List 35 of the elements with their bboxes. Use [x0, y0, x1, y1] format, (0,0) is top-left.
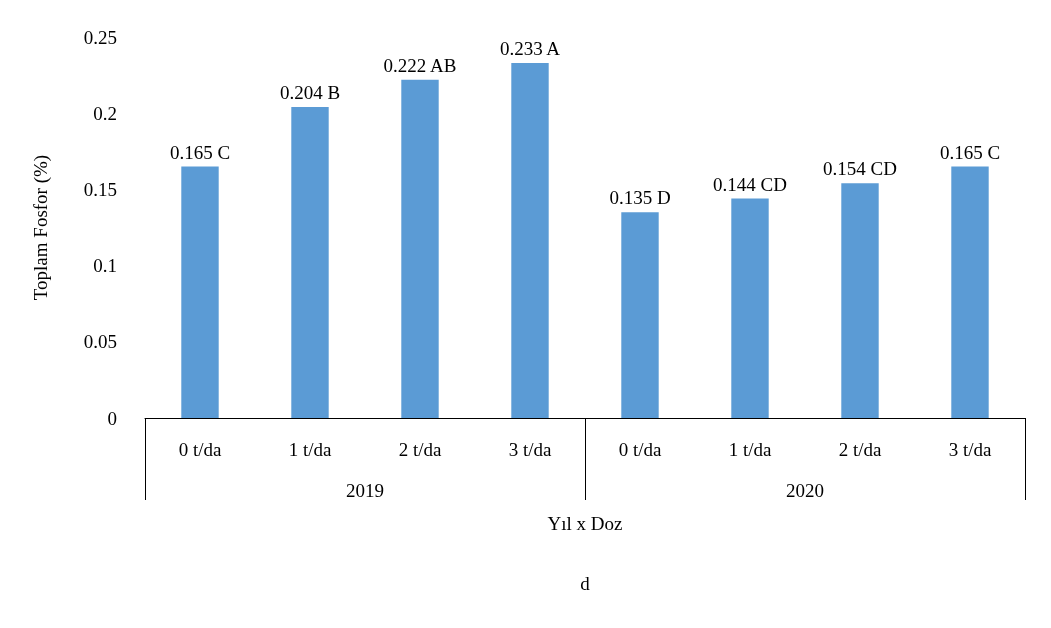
- bar: [181, 166, 219, 418]
- y-tick-label: 0.25: [83, 26, 117, 48]
- data-label: 0.233 A: [499, 37, 561, 59]
- data-label: 0.165 C: [169, 141, 231, 163]
- x-tick-label: 1 t/da: [288, 439, 332, 460]
- y-tick-label: 0.05: [83, 331, 117, 353]
- data-label: 0.154 CD: [823, 158, 897, 180]
- text: 2020: [785, 480, 825, 502]
- x-tick-label: 0 t/da: [178, 439, 222, 460]
- x-tick-label: 0 t/da: [618, 439, 662, 460]
- bar: [731, 198, 769, 418]
- y-axis-title: Toplam Fosfor (%): [30, 154, 52, 301]
- data-label: 0.135 D: [609, 187, 671, 209]
- y-tick-label: 0.15: [83, 178, 117, 200]
- y-tick-label: 0.2: [93, 102, 117, 124]
- bar: [951, 166, 989, 418]
- x-axis-title: Yıl x Doz: [546, 513, 624, 535]
- x-tick-label: 2 t/da: [838, 439, 882, 460]
- y-tick-label: 0: [107, 407, 117, 429]
- x-tick-label: 1 t/da: [728, 439, 772, 460]
- x-tick-label: 2 t/da: [398, 439, 442, 460]
- text: 2019: [345, 480, 385, 502]
- bar: [841, 183, 879, 418]
- data-label: 0.144 CD: [713, 173, 787, 195]
- bar: [511, 62, 549, 418]
- bar: [401, 79, 439, 418]
- bar: [621, 212, 659, 418]
- text: d: [579, 573, 591, 595]
- x-tick-label: 3 t/da: [508, 439, 552, 460]
- data-label: 0.165 C: [939, 141, 1001, 163]
- data-label: 0.204 B: [279, 82, 341, 104]
- data-label: 0.222 AB: [383, 54, 457, 76]
- y-tick-label: 0.1: [93, 255, 117, 277]
- bar: [291, 107, 329, 418]
- x-tick-label: 3 t/da: [948, 439, 992, 460]
